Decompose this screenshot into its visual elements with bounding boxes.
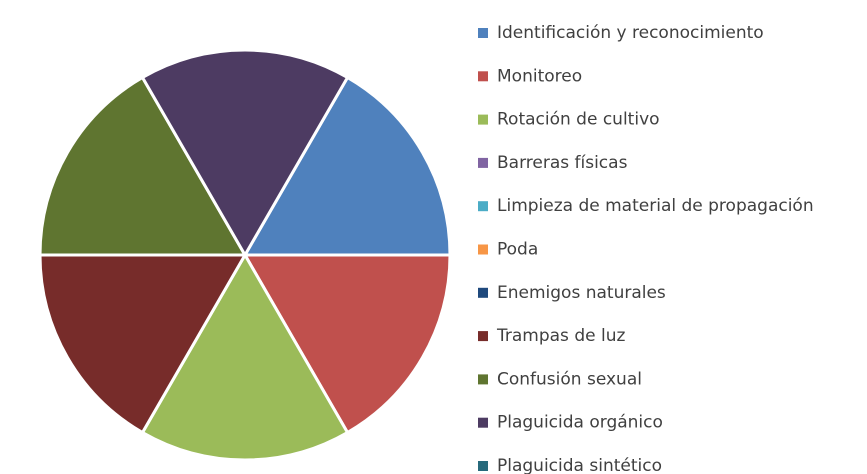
legend-label: Barreras físicas xyxy=(497,153,628,173)
legend-label: Limpieza de material de propagación xyxy=(497,196,814,216)
legend-swatch xyxy=(478,28,488,38)
legend-swatch xyxy=(478,244,488,255)
legend-label: Plaguicida orgánico xyxy=(497,413,663,433)
legend-swatch xyxy=(478,201,488,212)
legend-label: Confusión sexual xyxy=(497,369,642,389)
pie-slice xyxy=(38,75,248,257)
legend-swatch xyxy=(478,114,488,125)
pie-slice xyxy=(38,253,248,435)
legend-label: Identificación y reconocimiento xyxy=(497,23,764,43)
legend-swatch xyxy=(478,331,488,342)
legend-label: Enemigos naturales xyxy=(497,283,666,303)
pie-slice xyxy=(242,253,452,435)
pie-slice xyxy=(140,252,350,462)
legend-label: Poda xyxy=(497,240,538,260)
legend-swatch xyxy=(478,374,488,385)
legend-label: Monitoreo xyxy=(497,66,582,86)
legend-label: Trampas de luz xyxy=(496,326,625,346)
legend-swatch xyxy=(478,157,488,168)
legend-swatch xyxy=(478,287,488,298)
pie-slice xyxy=(140,48,350,258)
legend-label: Plaguicida sintético xyxy=(497,456,662,474)
legend-swatch xyxy=(478,71,488,82)
legend-swatch xyxy=(478,417,488,428)
pie-slice xyxy=(245,77,348,256)
pie-slice xyxy=(242,75,452,257)
legend-label: Rotación de cultivo xyxy=(497,110,660,130)
legend-swatch xyxy=(478,461,488,471)
